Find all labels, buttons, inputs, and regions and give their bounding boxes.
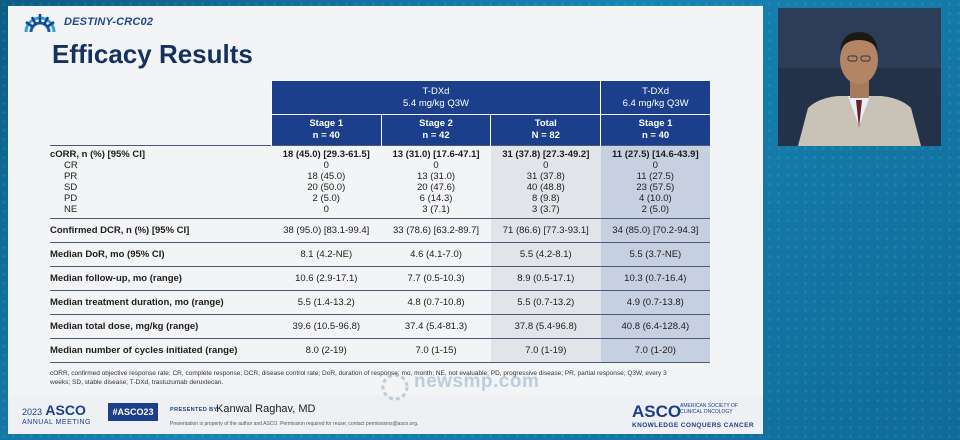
table-row-dcr: Confirmed DCR, n (%) [95% CI] 38 (95.0) … — [50, 218, 710, 243]
slide-header: DESTINY-CRC02 — [8, 6, 763, 36]
presentation-slide: DESTINY-CRC02 Efficacy Results T-DXd 5.4… — [8, 6, 763, 434]
table-row-follow-up: Median follow-up, mo (range) 10.6 (2.9-1… — [50, 266, 710, 291]
study-logo-icon — [24, 14, 56, 33]
speaker-video-image — [778, 8, 941, 146]
table-row-total-dose: Median total dose, mg/kg (range) 39.6 (1… — [50, 314, 710, 339]
table-header-group-row: T-DXd 5.4 mg/kg Q3W T-DXd 6.4 mg/kg Q3W — [50, 81, 710, 115]
presenter-name: Kanwal Raghav, MD — [216, 403, 316, 415]
meeting-label: ANNUAL MEETING — [22, 419, 91, 426]
presented-by-label: PRESENTED BY: — [170, 407, 220, 413]
hashtag-badge: #ASCO23 — [108, 403, 158, 421]
slide-title: Efficacy Results — [52, 39, 253, 69]
asco-tagline: KNOWLEDGE CONQUERS CANCER — [632, 422, 754, 429]
table-row-pr: PR 18 (45.0) 13 (31.0) 31 (37.8) 11 (27.… — [50, 171, 710, 182]
slide-footer: 2023 ASCO ANNUAL MEETING #ASCO23 PRESENT… — [8, 395, 763, 434]
table-row-cycles: Median number of cycles initiated (range… — [50, 338, 710, 363]
meeting-logo: 2023 ASCO — [22, 402, 86, 418]
speaker-video-feed — [778, 8, 941, 146]
table-row-dor: Median DoR, mo (95% CI) 8.1 (4.2-NE) 4.6… — [50, 242, 710, 267]
table-row-sd: SD 20 (50.0) 20 (47.6) 40 (48.8) 23 (57.… — [50, 182, 710, 193]
table-row-ne: NE 0 3 (7.1) 3 (3.7) 2 (5.0) — [50, 204, 710, 219]
table-row-cr: CR 0 0 0 0 — [50, 160, 710, 171]
group-header-5-4: T-DXd 5.4 mg/kg Q3W — [270, 81, 601, 115]
group-header-6-4: T-DXd 6.4 mg/kg Q3W — [600, 81, 710, 115]
footnote: cORR, confirmed objective response rate;… — [50, 370, 667, 386]
watermark-logo-icon — [381, 373, 409, 401]
society-name: AMERICAN SOCIETY OF CLINICAL ONCOLOGY — [680, 403, 738, 415]
disclaimer: Presentation is property of the author a… — [170, 421, 419, 427]
table-row-treatment-duration: Median treatment duration, mo (range) 5.… — [50, 290, 710, 315]
efficacy-table: T-DXd 5.4 mg/kg Q3W T-DXd 6.4 mg/kg Q3W … — [50, 81, 710, 363]
table-row-corr: cORR, n (%) [95% CI] 18 (45.0) [29.3-61.… — [50, 145, 710, 160]
study-name: DESTINY-CRC02 — [64, 16, 154, 28]
asco-logo: ASCO — [632, 402, 682, 421]
table-row-pd: PD 2 (5.0) 6 (14.3) 8 (9.8) 4 (10.0) — [50, 193, 710, 204]
col-header-total-5-4: Total N = 82 — [490, 114, 601, 146]
